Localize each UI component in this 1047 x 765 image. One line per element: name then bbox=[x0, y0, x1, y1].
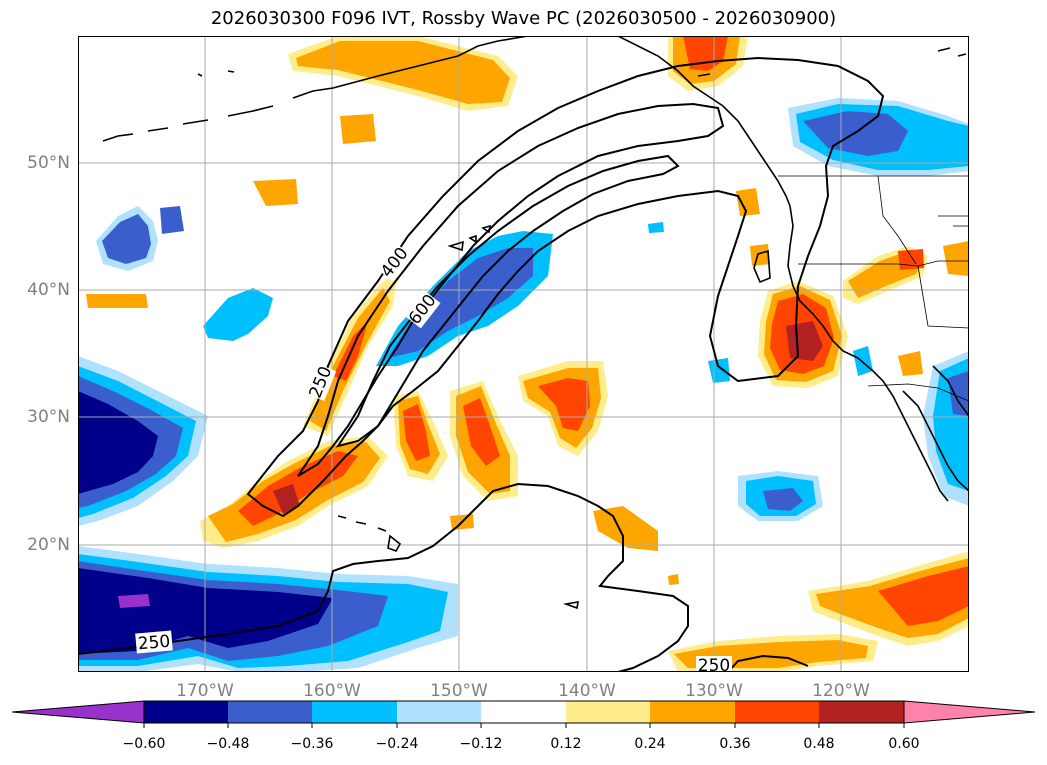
lon-label-140w: 140°W bbox=[558, 681, 616, 701]
colorbar-tick-label: 0.24 bbox=[634, 736, 666, 752]
colorbar-tick-label: −0.24 bbox=[375, 736, 419, 752]
colorbar-segment-2 bbox=[228, 701, 312, 723]
colorbar bbox=[11, 700, 1036, 728]
colorbar-segment-6 bbox=[566, 701, 650, 723]
negative-anomaly-small bbox=[96, 206, 823, 521]
contour-label-250-c: 250 bbox=[698, 656, 730, 672]
colorbar-segment-8 bbox=[735, 701, 819, 723]
colorbar-extend-low bbox=[11, 700, 145, 724]
colorbar-segment-3 bbox=[312, 701, 397, 723]
colorbar-extend-high bbox=[903, 700, 1036, 724]
map-canvas: 400 600 250 250 250 bbox=[78, 36, 969, 672]
contour-label-250-b: 250 bbox=[137, 632, 171, 655]
colorbar-tick-label: 0.12 bbox=[550, 736, 582, 752]
colorbar-tick-label: −0.12 bbox=[459, 736, 503, 752]
map-panel: 400 600 250 250 250 bbox=[78, 36, 969, 672]
map-title: 2026030300 F096 IVT, Rossby Wave PC (202… bbox=[210, 8, 837, 29]
colorbar-segment-5 bbox=[481, 701, 566, 723]
colorbar-segment-1 bbox=[144, 701, 228, 723]
negative-anomaly-mexico bbox=[853, 346, 969, 506]
lat-label-40n: 40°N bbox=[27, 280, 70, 300]
colorbar-tick-label: 0.60 bbox=[888, 736, 920, 752]
lat-label-50n: 50°N bbox=[27, 153, 70, 173]
coastlines bbox=[102, 36, 969, 610]
colorbar-segment-4 bbox=[397, 701, 481, 723]
colorbar-tick-label: 0.48 bbox=[803, 736, 835, 752]
lat-label-30n: 30°N bbox=[27, 407, 70, 427]
lon-label-130w: 130°W bbox=[685, 681, 743, 701]
colorbar-tick-label: −0.60 bbox=[122, 736, 166, 752]
colorbar-segment-9 bbox=[819, 701, 904, 723]
positive-anomaly-central bbox=[393, 361, 658, 551]
lon-label-120w: 120°W bbox=[812, 681, 870, 701]
colorbar-tick-label: −0.36 bbox=[290, 736, 334, 752]
lon-label-170w: 170°W bbox=[176, 681, 234, 701]
negative-anomaly-northeast bbox=[788, 98, 969, 176]
colorbar-tick-label: −0.48 bbox=[206, 736, 250, 752]
colorbar-tick-label: 0.36 bbox=[719, 736, 751, 752]
lon-label-160w: 160°W bbox=[303, 681, 361, 701]
graticule bbox=[78, 36, 969, 672]
lat-label-20n: 20°N bbox=[27, 535, 70, 555]
colorbar-segment-7 bbox=[650, 701, 735, 723]
lon-label-150w: 150°W bbox=[430, 681, 488, 701]
political-borders bbox=[778, 175, 969, 402]
